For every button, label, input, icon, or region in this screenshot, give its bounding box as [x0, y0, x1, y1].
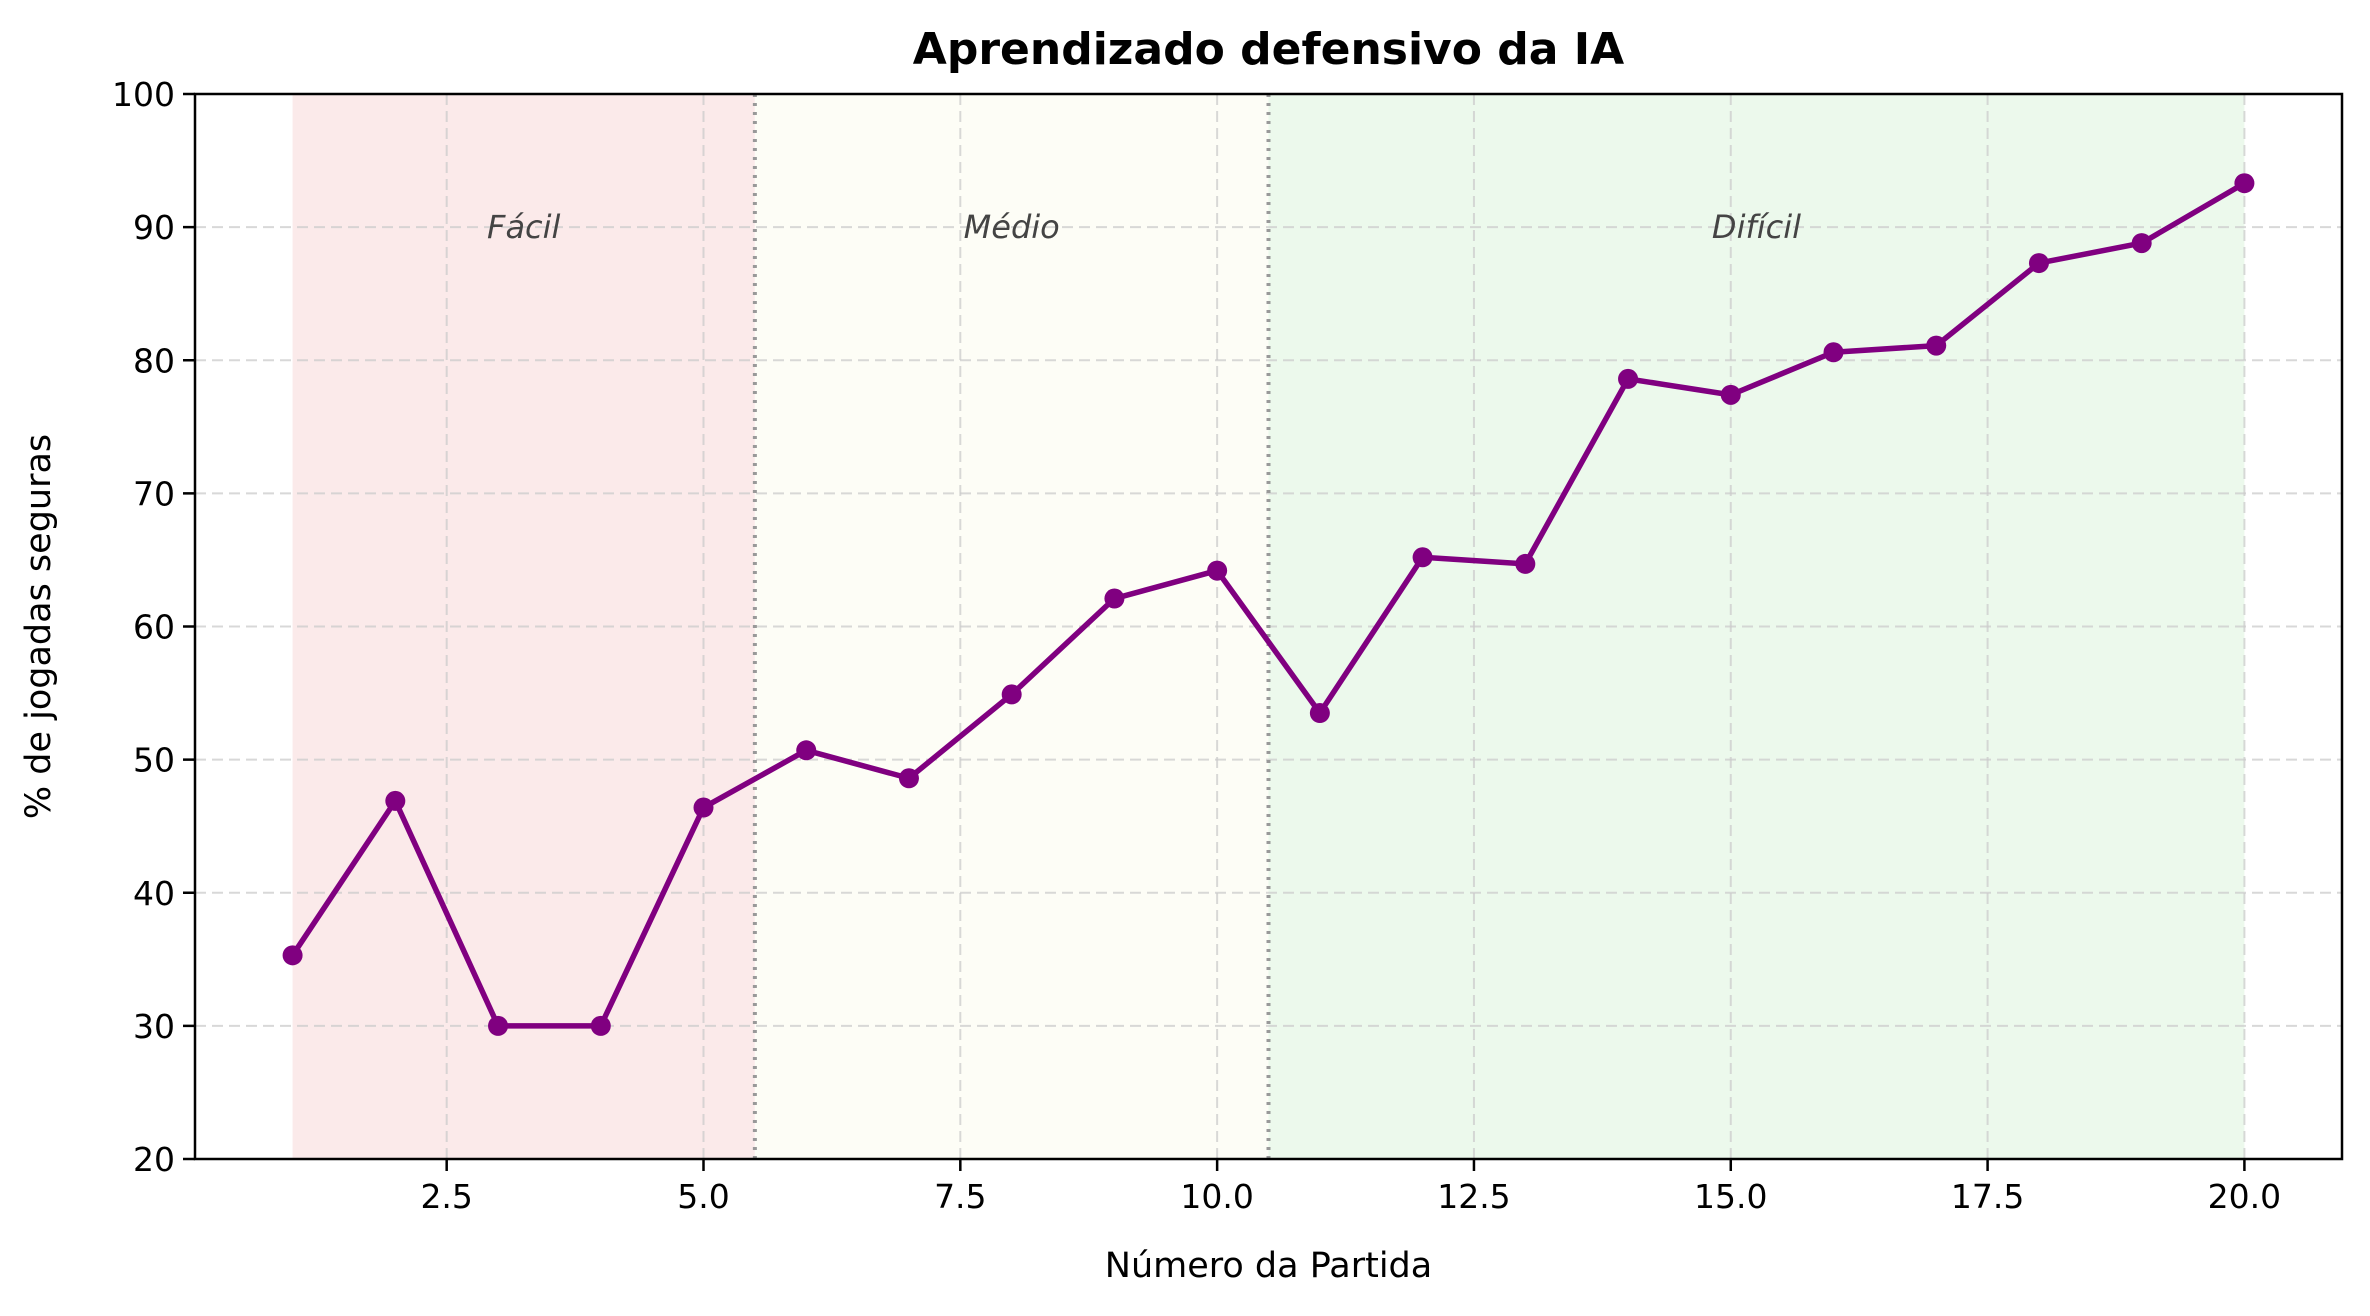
chart-title: Aprendizado defensivo da IA: [913, 24, 1624, 75]
data-point-20: [2234, 173, 2255, 194]
data-point-16: [1823, 342, 1844, 363]
data-point-18: [2028, 253, 2049, 274]
data-point-1: [282, 945, 303, 966]
data-point-6: [796, 740, 817, 761]
data-point-11: [1309, 703, 1330, 724]
data-point-10: [1207, 560, 1228, 581]
data-point-8: [1001, 684, 1022, 705]
y-tick-label-3: 50: [133, 741, 175, 780]
y-tick-label-2: 40: [133, 874, 175, 913]
y-tick-label-1: 30: [133, 1007, 175, 1046]
x-tick-label-4: 12.5: [1437, 1177, 1510, 1216]
data-point-5: [693, 797, 714, 818]
x-tick-label-5: 15.0: [1694, 1177, 1767, 1216]
zone-label-0: Fácil: [487, 208, 561, 246]
y-tick-label-6: 80: [133, 341, 175, 380]
y-tick-label-4: 60: [133, 608, 175, 647]
x-tick-label-7: 20.0: [2208, 1177, 2281, 1216]
x-tick-label-2: 7.5: [934, 1177, 986, 1216]
data-point-14: [1618, 368, 1639, 389]
x-tick-label-1: 5.0: [677, 1177, 729, 1216]
data-point-17: [1926, 335, 1947, 356]
data-point-3: [488, 1015, 509, 1036]
y-tick-label-5: 70: [133, 474, 175, 513]
y-tick-label-0: 20: [133, 1140, 175, 1179]
data-point-7: [898, 768, 919, 789]
zone-band-2: [1268, 94, 2245, 1159]
data-point-13: [1515, 553, 1536, 574]
x-tick-label-3: 10.0: [1180, 1177, 1253, 1216]
data-point-4: [590, 1015, 611, 1036]
data-point-12: [1412, 547, 1433, 568]
y-tick-label-7: 90: [133, 208, 175, 247]
data-point-2: [385, 790, 406, 811]
data-point-15: [1720, 384, 1741, 405]
y-axis-title: % de jogadas seguras: [19, 434, 59, 819]
data-point-19: [2131, 233, 2152, 254]
data-point-9: [1104, 588, 1125, 609]
x-axis-title: Número da Partida: [1105, 1246, 1432, 1286]
x-tick-label-6: 17.5: [1951, 1177, 2024, 1216]
zone-label-2: Difícil: [1712, 208, 1801, 246]
x-tick-label-0: 2.5: [420, 1177, 472, 1216]
zone-label-1: Médio: [964, 208, 1060, 246]
series-line: [289, 180, 2248, 1029]
plot-background-layer: [195, 93, 2342, 1160]
y-tick-label-8: 100: [112, 75, 175, 114]
